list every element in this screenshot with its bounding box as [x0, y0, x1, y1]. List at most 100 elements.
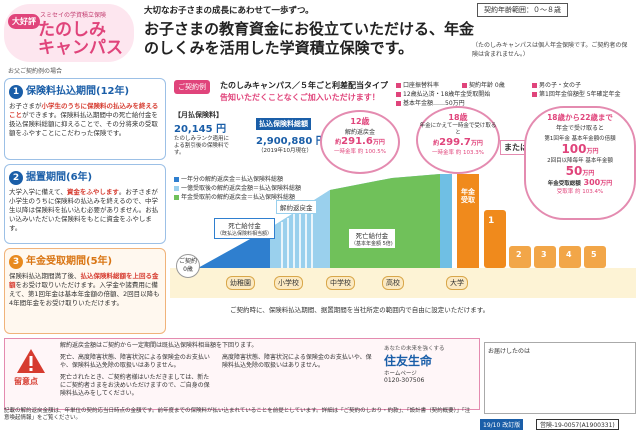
annuity-column-label: 年金受取: [461, 188, 475, 204]
warning-item-3: 死亡されたとき、ご契約者様はいただきましては、新たにご契約者さまをお決めいただけ…: [60, 374, 210, 397]
bubble-3-label: 年金で受け取ると: [555, 125, 604, 132]
bubble-2-age: 18歳: [448, 113, 468, 122]
total-value: 2,900,880 円: [256, 136, 326, 147]
legend-item-6: 基本年金額……50万円: [396, 98, 465, 107]
warning-icon: [17, 349, 45, 373]
death-benefit-a: 死亡給付金 （既払込保険料相当額）: [214, 218, 276, 239]
agent-memo: お届けしたのは: [484, 342, 636, 414]
contract-range: 契約年齢範囲：０〜８歳: [477, 3, 568, 17]
brand-name-line2: キャンパス: [38, 38, 123, 58]
chart-note: ご契約時に、保険料払込期間、据置期間を当社所定の範囲内で自由に設定いただけます。: [230, 306, 490, 314]
monthly-note: たのしみランク適用による割引後の保険料です。: [174, 136, 230, 156]
annuity-year-2: 2: [516, 250, 522, 259]
footer-note: 記載の解約返戻金額は、年単位の契約応当日時点の金額です。前年度までの保険料が払い…: [4, 408, 471, 421]
brand-badge: 大好評: [8, 14, 40, 29]
document-code: 営険-19-0057(A1900331): [536, 419, 619, 430]
header-sub: 大切なお子さまの成長にあわせて一歩ずつ。: [144, 6, 314, 16]
annuity-year-5-box: [584, 246, 606, 268]
plan-diagram: ご契約例 たのしみキャンパス／５年ごと利差配当タイプ 告知いただくことなくご加入…: [170, 78, 636, 336]
monthly-label: 【月払保険料】: [174, 111, 223, 119]
stage-kindergarten: 幼稚園: [226, 276, 255, 290]
bubble-1-label: 解約返戻金: [344, 129, 375, 136]
bubble-1-rate: 一時金率 約 100.5%: [334, 149, 386, 155]
warning-block: 留意点: [8, 344, 54, 396]
stage-high-school: 高校: [382, 276, 404, 290]
annuity-next-label: 2回目以降毎年 基本年金額: [547, 158, 613, 164]
company-tagline: あなたの未来を強くする: [384, 346, 445, 352]
section-3-body-a: 保険料払込期間満了後、: [9, 272, 81, 280]
bubble-1-age: 12歳: [350, 117, 370, 126]
section-3-body-b: をお受け取りいただけます。入学金や諸費用に備えて、第1回年金は基本年金額の倍額、…: [9, 281, 160, 307]
legend-item-2: 契約年齢 0歳: [462, 80, 505, 89]
section-2-title: 2 据置期間(6年): [9, 168, 161, 185]
annuity-year-3: 3: [541, 250, 547, 259]
annuity-year-1: 1: [488, 216, 495, 226]
annuity-first-label: 第1回年金 基本年金額の倍額: [544, 136, 616, 142]
section-1-body-a: お子さまが: [9, 102, 42, 110]
chart-legend-3: 年金受取前の解約返戻金＝払込保険料総額: [174, 192, 301, 201]
death-benefit-b: 死亡給付金 （基本年金額 5倍): [348, 228, 396, 249]
bubble-age-18: 18歳 年金にかえて一時金で受け取ると 約299.7万円 一時金率 約 103.…: [416, 106, 500, 174]
annuity-first-value: 100万円: [561, 142, 599, 156]
section-2: 2 据置期間(6年) 大学入学に備えて、資金をふやします。お子さまが小学生のうちに…: [4, 164, 166, 244]
section-1-highlight: 小学生のうちに保険料の払込みを終えること: [9, 102, 159, 119]
total-label: 払込保険料総額: [256, 118, 311, 130]
section-2-body-b: 。お子さまが小学生のうちに保険料の払込みを終えるので、中学生以降は保険料を払い込…: [9, 188, 159, 232]
bubble-3-rate: 受取率 約 103.4%: [556, 189, 604, 195]
bubble-2-value: 約299.7万円: [433, 137, 483, 148]
annuity-next-value: 50万円: [565, 164, 595, 178]
annuity-year-3-box: [534, 246, 556, 268]
annuity-year-5: 5: [591, 250, 597, 259]
death-benefit-a-note: （既払込保険料相当額）: [217, 231, 273, 237]
section-2-body: 大学入学に備えて、資金をふやします。お子さまが小学生のうちに保険料の払込みを終え…: [9, 188, 161, 233]
stage-university: 大学: [446, 276, 468, 290]
bubble-2-rate: 一時金率 約 103.3%: [432, 150, 484, 156]
section-1-body: お子さまが小学生のうちに保険料の払込みを終えることができます。保険料払込期間中の…: [9, 102, 161, 138]
legend-item-4: 12歳払込済・18歳年金受取開始: [396, 89, 490, 98]
chart-legend-2: 一億受取後の解約返戻金額＝払込保険料総額: [174, 183, 301, 192]
total-note: （2019年10月現在）: [258, 148, 312, 154]
legend-item-5: 第1回年金倍額型 5年確定年金: [532, 89, 621, 98]
sidebar-caption: お父ご契約例の場合: [8, 68, 63, 75]
plan-tag: ご契約例: [174, 80, 210, 94]
annuity-column: [457, 174, 479, 268]
company-phone: 0120-307506: [384, 377, 425, 384]
section-1-body-b: ができます。保険料払込期間中の死亡給付金を扱込保険料総額に抑えることで、その分将…: [9, 111, 158, 137]
bubble-3-age: 18歳から22歳まで: [547, 113, 613, 122]
warning-box: [4, 338, 480, 410]
header-note: （たのしみキャンパスは個人年金保険です。ご契約者の保険は含まれません。）: [472, 42, 628, 58]
section-2-highlight: 資金をふやします: [66, 188, 119, 196]
stage-junior-high: 中学校: [326, 276, 355, 290]
chart-legend-1: 一年分の解約返戻金＝払込保険料総額: [174, 174, 301, 183]
deferral-area: [330, 174, 440, 268]
warning-title: 留意点: [14, 377, 38, 386]
legend-item-3: 男の子・女の子: [532, 80, 581, 89]
section-2-title-text: 据置期間(6年): [26, 172, 93, 183]
chart-legend: 一年分の解約返戻金＝払込保険料総額 一億受取後の解約返戻金額＝払込保険料総額 年…: [174, 174, 301, 201]
section-3-num: 3: [9, 255, 23, 269]
section-3: 3 年金受取期間(5年) 保険料払込期間満了後、払込保険料総額を上回る金額をお受け…: [4, 248, 166, 334]
bubble-age-18-22: 18歳から22歳まで 年金で受け取ると 第1回年金 基本年金額の倍額 100万円…: [524, 106, 636, 220]
contract-start: ご契約 0歳: [176, 254, 200, 278]
bubble-2-label: 年金にかえて一時金で受け取ると: [419, 123, 497, 136]
company-name: 住友生命: [384, 354, 433, 368]
death-benefit-a-title: 死亡給付金: [228, 222, 261, 230]
surrender-label: 解約返戻金: [276, 200, 317, 214]
section-1-title-text: 保険料払込期間(12年): [26, 86, 130, 97]
surrender-stripes: [281, 202, 313, 268]
company-block: あなたの未来を強くする 住友生命 ホームページ 0120-307506: [384, 344, 480, 414]
plan-subtitle: 告知いただくことなくご加入いただけます！: [220, 93, 380, 102]
bubble-1-value: 約291.6万円: [335, 136, 385, 147]
revision-code: 19/10 改訂版: [480, 419, 524, 430]
plan-title: たのしみキャンパス／５年ごと利差配当タイプ: [220, 81, 388, 90]
section-3-title-text: 年金受取期間(5年): [26, 256, 113, 267]
brand-company: スミセイの学資積立保険: [40, 12, 107, 19]
warning-item-1: 解約返戻金額はご契約から一定期間は既払込保険料相当額を下回ります。: [60, 342, 258, 349]
company-hp: ホームページ: [384, 371, 417, 377]
brand-logo: 大好評 スミセイの学資積立保険 たのしみ キャンパス: [4, 4, 134, 62]
death-benefit-b-title: 死亡給付金: [355, 232, 389, 240]
stage-elementary: 小学校: [274, 276, 303, 290]
section-1-num: 1: [9, 85, 23, 99]
warning-item-2: 死亡、高度障害状態、障害状況による保険金のお支払いや、保険料払込免除の取扱いはあ…: [60, 354, 210, 369]
memo-label: お届けしたのは: [488, 348, 531, 355]
